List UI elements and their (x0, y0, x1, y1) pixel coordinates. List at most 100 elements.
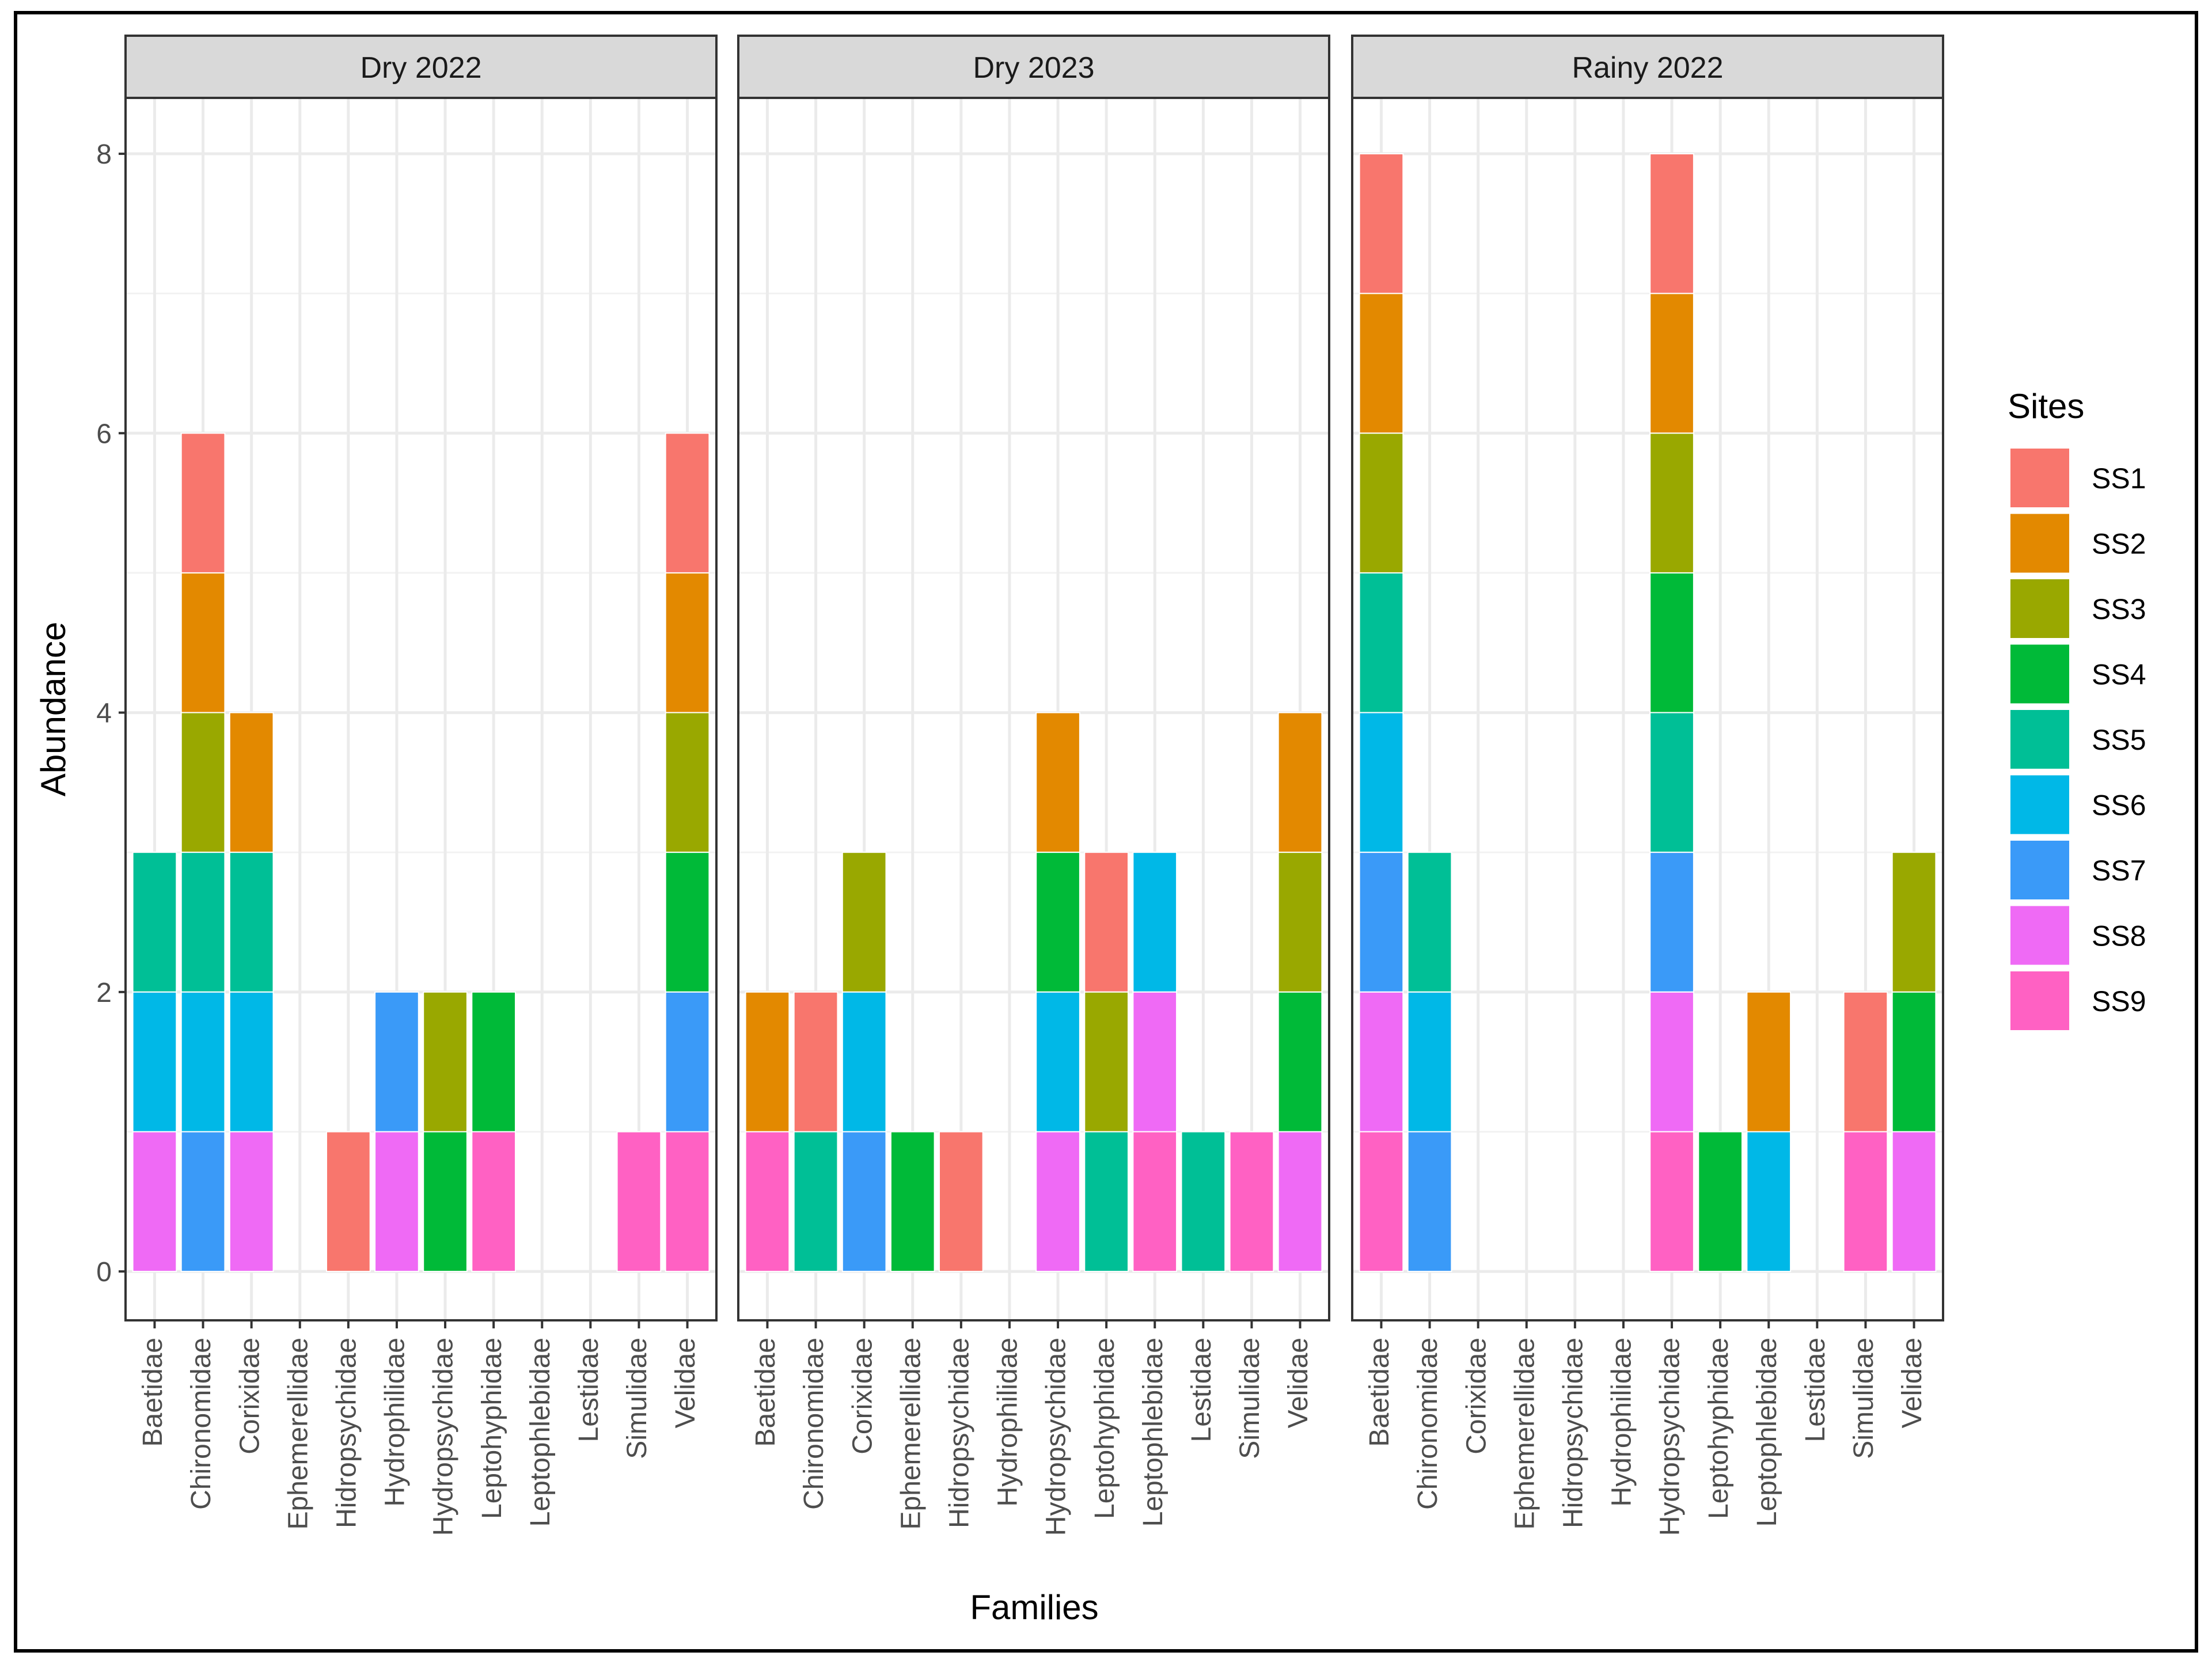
bar-velidae-ss4 (1277, 991, 1323, 1133)
bar-hydropsychidae-ss2 (1035, 712, 1080, 853)
bar-velidae-ss7 (665, 991, 710, 1133)
bar-corixidae-ss7 (841, 1131, 887, 1273)
x-tick-label: Velidae (1283, 1338, 1314, 1428)
bar-baetidae-ss8 (1359, 991, 1404, 1133)
bar-chironomidae-ss1 (793, 991, 838, 1133)
bar-chironomidae-ss7 (1407, 1131, 1452, 1273)
x-tick-label: Hidropsychidae (332, 1338, 362, 1528)
x-tick-label: Simulidae (1849, 1338, 1879, 1459)
x-tick-label: Baetidae (1364, 1338, 1395, 1447)
bar-chironomidae-ss5 (1407, 852, 1452, 993)
y-tick-label: 6 (96, 419, 112, 449)
bar-baetidae-ss6 (132, 991, 177, 1133)
bar-chironomidae-ss3 (180, 712, 226, 853)
bar-hydropsychidae-ss5 (1649, 712, 1694, 853)
bar-hydrophilidae-ss8 (374, 1131, 419, 1273)
bar-hydrophilidae-ss7 (374, 991, 419, 1133)
bar-baetidae-ss6 (1359, 712, 1404, 853)
bar-leptophlebidae-ss6 (1746, 1131, 1792, 1273)
x-tick-label: Corixidae (234, 1338, 265, 1454)
bar-leptophlebidae-ss9 (1132, 1131, 1178, 1273)
bar-velidae-ss9 (665, 1131, 710, 1273)
x-tick-label: Simulidae (622, 1338, 652, 1459)
legend-key-ss7 (2009, 840, 2070, 901)
legend-label-ss5: SS5 (2092, 724, 2146, 756)
bar-leptohyphidae-ss1 (1084, 852, 1129, 993)
x-tick-label: Hidropsychidae (944, 1338, 975, 1528)
bar-leptohyphidae-ss5 (1084, 1131, 1129, 1273)
legend-key-ss6 (2009, 774, 2070, 835)
y-tick-label: 8 (96, 139, 112, 170)
bar-chironomidae-ss5 (793, 1131, 838, 1273)
x-tick-label: Hidropsychidae (1558, 1338, 1589, 1528)
x-tick-label: Baetidae (138, 1338, 168, 1447)
x-tick-label: Ephemerellidae (896, 1338, 926, 1530)
legend-label-ss1: SS1 (2092, 462, 2146, 495)
x-tick-label: Velidae (1897, 1338, 1928, 1428)
bar-baetidae-ss3 (1359, 432, 1404, 574)
x-tick-label: Simulidae (1235, 1338, 1265, 1459)
bar-hidropsychidae-ss1 (939, 1131, 984, 1273)
bar-baetidae-ss1 (1359, 153, 1404, 294)
bar-simulidae-ss9 (1843, 1131, 1888, 1273)
legend: Sites SS1 SS2 SS3 SS4 SS5 SS6 SS7 SS8 SS9 (2008, 387, 2146, 1031)
panel-border (1351, 97, 1944, 1321)
bar-leptohyphidae-ss9 (471, 1131, 516, 1273)
bar-hydropsychidae-ss1 (1649, 153, 1694, 294)
bar-ephemerellidae-ss4 (890, 1131, 935, 1273)
y-axis-title: Abundance (34, 622, 73, 797)
bar-velidae-ss3 (665, 712, 710, 853)
panel-rainy-2022: Rainy 2022 Baetidae Chironomidae Corixidae E… (1351, 35, 1944, 1536)
legend-label-ss3: SS3 (2092, 593, 2146, 625)
bar-hydropsychidae-ss4 (1649, 572, 1694, 713)
legend-title: Sites (2008, 387, 2084, 426)
bar-hydropsychidae-ss7 (1649, 852, 1694, 993)
panel-title: Rainy 2022 (1572, 51, 1723, 85)
bar-hydropsychidae-ss2 (1649, 293, 1694, 434)
legend-key-ss4 (2009, 643, 2070, 705)
bar-hydropsychidae-ss4 (423, 1131, 468, 1273)
bar-velidae-ss8 (1277, 1131, 1323, 1273)
bar-hydropsychidae-ss8 (1649, 991, 1694, 1133)
x-tick-label: Chironomidae (799, 1338, 829, 1510)
facet-panels: Dry 2022 Baetidae Chironomidae Corixidae Eph… (124, 35, 1944, 1536)
x-tick-label: Leptophlebidae (525, 1338, 556, 1526)
axes: Abundance 0 2 4 6 8 Families (34, 139, 1099, 1627)
panel-border (737, 97, 1330, 1321)
legend-label-ss9: SS9 (2092, 985, 2146, 1017)
bar-chironomidae-ss6 (1407, 991, 1452, 1133)
panel-title: Dry 2022 (361, 51, 482, 85)
bar-baetidae-ss2 (1359, 293, 1404, 434)
bar-velidae-ss2 (1277, 712, 1323, 853)
x-tick-label: Ephemerellidae (283, 1338, 313, 1530)
x-tick-label: Corixidae (1461, 1338, 1492, 1454)
bar-velidae-ss3 (1277, 852, 1323, 993)
y-tick-label: 0 (96, 1257, 112, 1288)
bar-corixidae-ss8 (229, 1131, 274, 1273)
bar-velidae-ss4 (1891, 991, 1937, 1133)
bar-baetidae-ss5 (1359, 572, 1404, 713)
bar-baetidae-ss8 (132, 1131, 177, 1273)
panel-title: Dry 2023 (973, 51, 1095, 85)
bar-baetidae-ss2 (745, 991, 790, 1133)
x-tick-label: Hydropsychidae (428, 1338, 459, 1536)
x-tick-label: Hydrophilidae (993, 1338, 1023, 1507)
y-tick-label: 4 (96, 698, 112, 729)
x-tick-label: Leptohyphidae (1703, 1338, 1734, 1519)
x-axis-title: Families (970, 1588, 1098, 1627)
bar-hydropsychidae-ss4 (1035, 852, 1080, 993)
bar-simulidae-ss9 (1229, 1131, 1274, 1273)
x-tick-label: Corixidae (847, 1338, 878, 1454)
bar-leptophlebidae-ss2 (1746, 991, 1792, 1133)
legend-label-ss2: SS2 (2092, 528, 2146, 560)
legend-key-ss9 (2009, 970, 2070, 1031)
x-tick-label: Lestidae (574, 1338, 604, 1442)
x-tick-label: Baetidae (750, 1338, 781, 1447)
figure-border (14, 11, 2198, 1653)
bar-simulidae-ss1 (1843, 991, 1888, 1133)
x-tick-label: Lestidae (1800, 1338, 1831, 1442)
x-tick-label: Hydropsychidae (1655, 1338, 1686, 1536)
x-tick-label: Leptohyphidae (1090, 1338, 1120, 1519)
